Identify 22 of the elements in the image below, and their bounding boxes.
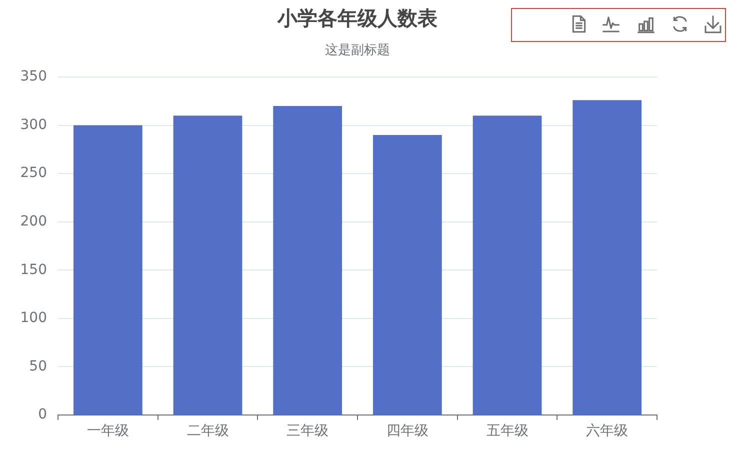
- x-tick-label: 三年级: [286, 423, 329, 440]
- y-tick-label: 50: [29, 358, 47, 374]
- bar: [73, 125, 142, 414]
- bar: [572, 100, 642, 414]
- x-tick-label: 四年级: [386, 423, 428, 440]
- y-tick-label: 150: [20, 262, 47, 278]
- x-tick-label: 六年级: [586, 423, 628, 440]
- y-tick-label: 0: [38, 406, 47, 423]
- y-tick-label: 250: [20, 165, 47, 182]
- x-tick-label: 二年级: [186, 423, 229, 440]
- bar: [472, 116, 542, 414]
- x-tick-label: 五年级: [486, 423, 528, 440]
- x-tick-label: 一年级: [86, 423, 129, 440]
- bar: [273, 106, 342, 414]
- chart-title: 小学各年级人数表: [276, 5, 438, 31]
- y-tick-label: 200: [20, 214, 47, 230]
- bar: [173, 116, 242, 414]
- chart-subtitle: 这是副标题: [324, 42, 391, 60]
- y-tick-label: 350: [20, 68, 47, 85]
- y-tick-label: 100: [20, 310, 47, 326]
- bar: [372, 134, 442, 414]
- y-tick-label: 300: [20, 116, 47, 133]
